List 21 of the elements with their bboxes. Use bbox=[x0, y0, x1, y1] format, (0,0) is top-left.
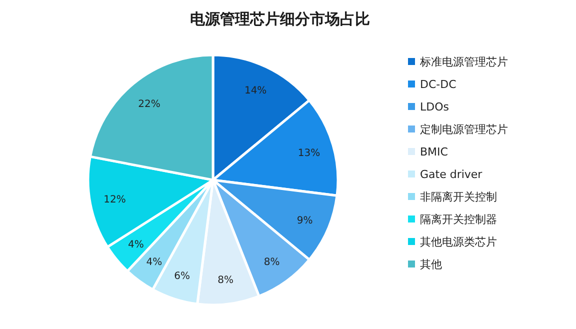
data-label: 12% bbox=[104, 194, 126, 206]
legend-label: 隔离开关控制器 bbox=[420, 213, 497, 226]
data-label: 8% bbox=[218, 275, 234, 286]
legend-label: BMIC bbox=[420, 146, 448, 158]
legend-label: Gate driver bbox=[420, 168, 483, 181]
legend-label: LDOs bbox=[420, 100, 450, 114]
data-label: 4% bbox=[128, 240, 144, 251]
legend-label: 标准电源管理芯片 bbox=[419, 56, 508, 68]
data-label: 14% bbox=[244, 86, 267, 97]
legend-label: 非隔离开关控制 bbox=[420, 190, 497, 204]
data-label: 22% bbox=[138, 98, 160, 110]
legend-label: 其他 bbox=[420, 258, 442, 271]
data-label: 13% bbox=[298, 148, 320, 160]
data-label: 9% bbox=[296, 216, 313, 227]
legend-label: 其他电源类芯片 bbox=[420, 236, 497, 248]
data-label: 4% bbox=[146, 256, 162, 268]
data-label: 8% bbox=[264, 256, 280, 268]
legend-label: 定制电源管理芯片 bbox=[420, 123, 508, 136]
chart-title: 电源管理芯片细分市场占比 bbox=[190, 10, 370, 28]
data-label: 6% bbox=[174, 271, 190, 282]
legend-label: DC-DC bbox=[420, 78, 457, 91]
